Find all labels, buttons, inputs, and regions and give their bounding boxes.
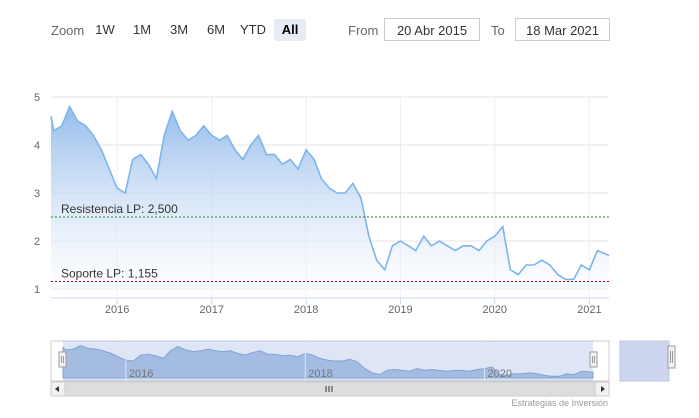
zoom-1m-button[interactable]: 1M [132, 22, 152, 37]
y-tick-label: 2 [34, 236, 40, 248]
price-line [50, 104, 610, 281]
x-tick-label: 2017 [200, 304, 224, 316]
zoom-ytd-button[interactable]: YTD [240, 22, 266, 37]
navigator-tick-label: 2018 [308, 368, 332, 380]
navigator-mask [63, 341, 593, 381]
navigator-left-handle[interactable] [58, 351, 67, 368]
from-label: From [348, 23, 379, 38]
from-date-input[interactable]: 20 Abr 2015 [384, 18, 480, 41]
scroll-left-arrow-icon[interactable] [55, 386, 59, 392]
price-area [51, 106, 609, 298]
y-tick-label: 4 [34, 140, 40, 152]
y-tick-label: 3 [34, 188, 40, 200]
zoom-1w-button[interactable]: 1W [95, 22, 115, 37]
side-navigator-panel[interactable] [619, 340, 676, 382]
navigator[interactable]: 2016 2018 2020 [50, 340, 610, 382]
x-tick-label: 2016 [105, 304, 129, 316]
x-tick-label: 2019 [388, 304, 412, 316]
navigator-right-handle[interactable] [589, 351, 598, 368]
y-tick-label: 5 [34, 92, 40, 104]
scroll-right-arrow-icon[interactable] [601, 386, 605, 392]
to-label: To [491, 23, 505, 38]
zoom-6m-button[interactable]: 6M [206, 22, 226, 37]
x-tick-label: 2018 [294, 304, 318, 316]
scrollbar[interactable] [50, 381, 610, 397]
to-date-input[interactable]: 18 Mar 2021 [515, 18, 610, 41]
navigator-tick-label: 2020 [487, 368, 511, 380]
support-label: Soporte LP: 1,155 [61, 267, 158, 281]
zoom-all-button[interactable]: All [274, 19, 306, 41]
chart-credit[interactable]: Estrategias de Inversión [511, 398, 608, 408]
x-tick-label: 2020 [483, 304, 507, 316]
navigator-tick-label: 2016 [129, 368, 153, 380]
scrollbar-thumb[interactable] [64, 381, 596, 397]
x-tick-label: 2021 [577, 304, 601, 316]
y-tick-label: 1 [34, 284, 40, 296]
zoom-3m-button[interactable]: 3M [169, 22, 189, 37]
zoom-label: Zoom [51, 23, 85, 38]
resistance-label: Resistencia LP: 2,500 [61, 202, 178, 216]
